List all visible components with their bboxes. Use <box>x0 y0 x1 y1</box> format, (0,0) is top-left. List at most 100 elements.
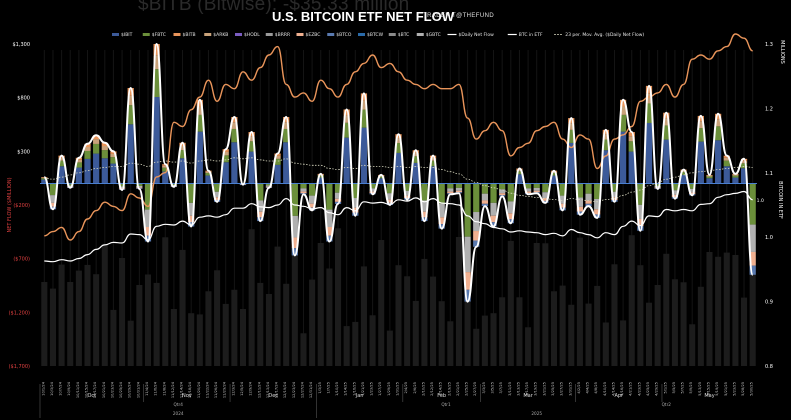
x-tick-label: 3/17/25 <box>525 382 529 396</box>
y2-tick-label: 0.9 <box>765 300 773 306</box>
x-tick-label: 10/15/24 <box>85 381 89 398</box>
flow-bar-segment <box>680 172 687 175</box>
flow-bar-segment <box>213 197 221 200</box>
flow-bar-segment <box>144 183 152 210</box>
flow-bar-segment <box>568 123 575 130</box>
flow-bar-segment <box>386 199 393 203</box>
flow-bar-segment <box>127 88 134 96</box>
flow-bar-segment <box>360 127 368 184</box>
flow-bar-segment <box>663 139 670 184</box>
x-tick-label: 5/9/25 <box>689 382 693 394</box>
legend-label: BTC in ETF <box>519 32 543 38</box>
x-tick-label: 4/10/25 <box>603 382 607 396</box>
flow-bar-segment <box>715 126 722 141</box>
flow-bar-segment <box>153 69 160 98</box>
flow-bar-segment <box>689 192 696 195</box>
flow-bar-segment <box>179 146 186 151</box>
flow-bar-segment <box>481 203 488 207</box>
background-volume-bar <box>67 282 74 366</box>
legend-label: 23 per. Mov. Avg. ($Daily Net Flow) <box>565 32 644 38</box>
flow-bar-segment <box>619 131 627 184</box>
flow-bar-segment <box>645 122 653 184</box>
flow-bar-segment <box>75 162 82 168</box>
flow-bar-segment <box>334 192 342 199</box>
flow-bar-segment <box>429 166 437 184</box>
flow-bar-segment <box>542 183 549 193</box>
background-volume-bar <box>516 297 523 366</box>
background-volume-bar <box>741 297 748 366</box>
quarter-label: Qtr1 <box>441 402 451 407</box>
x-tick-label: 3/31/25 <box>568 382 572 396</box>
x-tick-label: 2/10/25 <box>421 382 425 396</box>
flow-bar-segment <box>464 236 471 273</box>
flow-bar-segment <box>429 155 437 158</box>
flow-bar-segment <box>101 146 108 151</box>
flow-bar-segment <box>67 185 74 187</box>
flow-bar-segment <box>110 157 117 164</box>
x-tick-label: 5/1/25 <box>663 382 667 394</box>
flow-bar-segment <box>689 183 696 189</box>
flow-bar-segment <box>628 151 635 184</box>
background-volume-bar <box>404 276 411 366</box>
flow-bar-segment <box>213 191 221 198</box>
flow-bar-segment <box>507 219 514 224</box>
flow-bar-segment <box>360 109 368 128</box>
x-tick-label: 3/5/25 <box>491 382 495 394</box>
flow-bar-segment <box>740 160 748 164</box>
background-volume-bar <box>188 313 195 366</box>
flow-bar-segment <box>196 131 203 184</box>
x-tick-label: 4/23/25 <box>637 382 641 396</box>
flow-bar-segment <box>740 158 748 161</box>
x-tick-label: 10/17/24 <box>93 381 97 398</box>
x-tick-label: 4/25/25 <box>646 382 650 396</box>
flow-bar-segment <box>732 177 739 184</box>
flow-bar-segment <box>447 191 454 194</box>
flow-bar-segment <box>110 151 117 154</box>
flow-bar-segment <box>101 142 108 147</box>
background-volume-bar <box>576 237 583 366</box>
background-volume-bar <box>101 243 108 366</box>
flow-bar-segment <box>395 152 402 184</box>
background-volume-bar <box>749 257 756 366</box>
flow-bar-segment <box>49 195 57 203</box>
flow-bar-segment <box>360 100 368 110</box>
x-tick-label: 11/22/24 <box>206 381 210 398</box>
flow-bar-segment <box>274 153 281 156</box>
flow-bar-segment <box>93 135 100 140</box>
flow-bar-segment <box>594 209 601 215</box>
flow-bar-segment <box>429 157 437 161</box>
x-tick-label: 2/12/25 <box>430 382 434 396</box>
flow-bar-segment <box>715 119 722 127</box>
background-volume-bar <box>473 328 480 366</box>
month-label: Apr <box>614 393 624 399</box>
flow-bar-segment <box>412 162 419 184</box>
x-tick-label: 3/27/25 <box>560 382 564 396</box>
flow-bar-segment <box>93 143 100 154</box>
background-volume-bar <box>706 252 713 366</box>
legend-label: $BITB <box>183 32 196 38</box>
x-tick-label: 11/29/24 <box>223 381 227 398</box>
x-tick-label: 3/13/25 <box>516 382 520 396</box>
x-tick-label: 10/21/24 <box>102 381 106 398</box>
background-volume-bar <box>663 253 670 366</box>
flow-bar-segment <box>248 132 255 137</box>
x-tick-label: 3/11/25 <box>508 382 512 396</box>
flow-bar-segment <box>326 227 333 236</box>
flow-bar-segment <box>412 156 419 163</box>
x-tick-label: 4/2/25 <box>577 382 581 394</box>
flow-bar-segment <box>231 116 238 123</box>
flow-bar-segment <box>602 139 609 151</box>
background-volume-bar <box>447 321 454 366</box>
x-tick-label: 11/8/24 <box>162 381 166 396</box>
x-tick-label: 1/27/25 <box>378 382 382 396</box>
flow-bar-segment <box>499 193 506 196</box>
flow-bar-segment <box>309 203 316 208</box>
background-volume-bar <box>84 264 91 366</box>
flow-bar-segment <box>663 112 670 119</box>
background-volume-bar <box>369 315 376 366</box>
background-volume-bar <box>430 276 437 366</box>
x-tick-label: 11/6/24 <box>154 381 158 396</box>
flow-bar-segment <box>524 183 532 189</box>
x-tick-label: 5/28/25 <box>741 382 745 396</box>
flow-bar-segment <box>542 200 549 203</box>
